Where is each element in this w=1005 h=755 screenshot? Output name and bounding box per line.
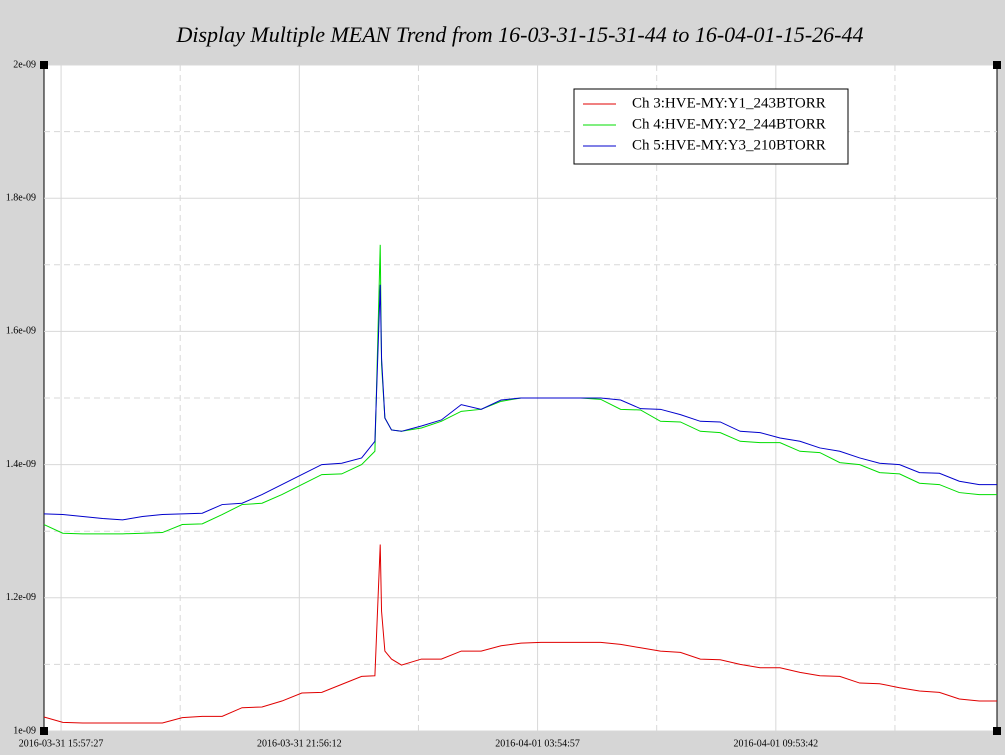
legend-label: Ch 3:HVE-MY:Y1_243BTORR xyxy=(632,95,826,111)
y-tick-label: 1e-09 xyxy=(13,725,36,736)
tick-labels: 1e-09 1.2e-09 1.4e-09 1.6e-09 1.8e-09 2e-09 20… xyxy=(6,59,818,749)
y-tick-label: 2e-09 xyxy=(13,59,36,70)
grid xyxy=(44,64,997,732)
x-tick-label: 2016-04-01 03:54:57 xyxy=(495,738,580,749)
series-line xyxy=(43,284,997,521)
y-tick-label: 1.2e-09 xyxy=(6,592,36,603)
corner xyxy=(993,61,1001,69)
legend-label: Ch 5:HVE-MY:Y3_210BTORR xyxy=(632,137,826,153)
legend: Ch 3:HVE-MY:Y1_243BTORR Ch 4:HVE-MY:Y2_24… xyxy=(573,88,849,165)
legend-label: Ch 4:HVE-MY:Y2_244BTORR xyxy=(632,116,826,132)
chart-title: Display Multiple MEAN Trend from 16-03-3… xyxy=(175,22,863,47)
legend-box xyxy=(573,88,849,165)
corner xyxy=(40,727,48,735)
x-tick-label: 2016-04-01 09:53:42 xyxy=(733,738,818,749)
x-tick-label: 2016-03-31 15:57:27 xyxy=(19,738,104,749)
y-tick-label: 1.8e-09 xyxy=(6,192,36,203)
y-tick-label: 1.6e-09 xyxy=(6,326,36,337)
y-tick-label: 1.4e-09 xyxy=(6,459,36,470)
corner xyxy=(40,61,48,69)
x-tick-label: 2016-03-31 21:56:12 xyxy=(257,738,342,749)
series-line xyxy=(43,544,997,724)
corner xyxy=(993,727,1001,735)
lines xyxy=(43,244,997,724)
